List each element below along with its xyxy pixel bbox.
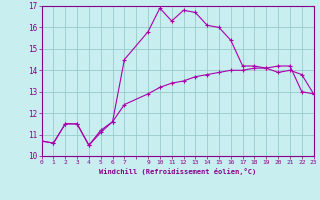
X-axis label: Windchill (Refroidissement éolien,°C): Windchill (Refroidissement éolien,°C): [99, 168, 256, 175]
